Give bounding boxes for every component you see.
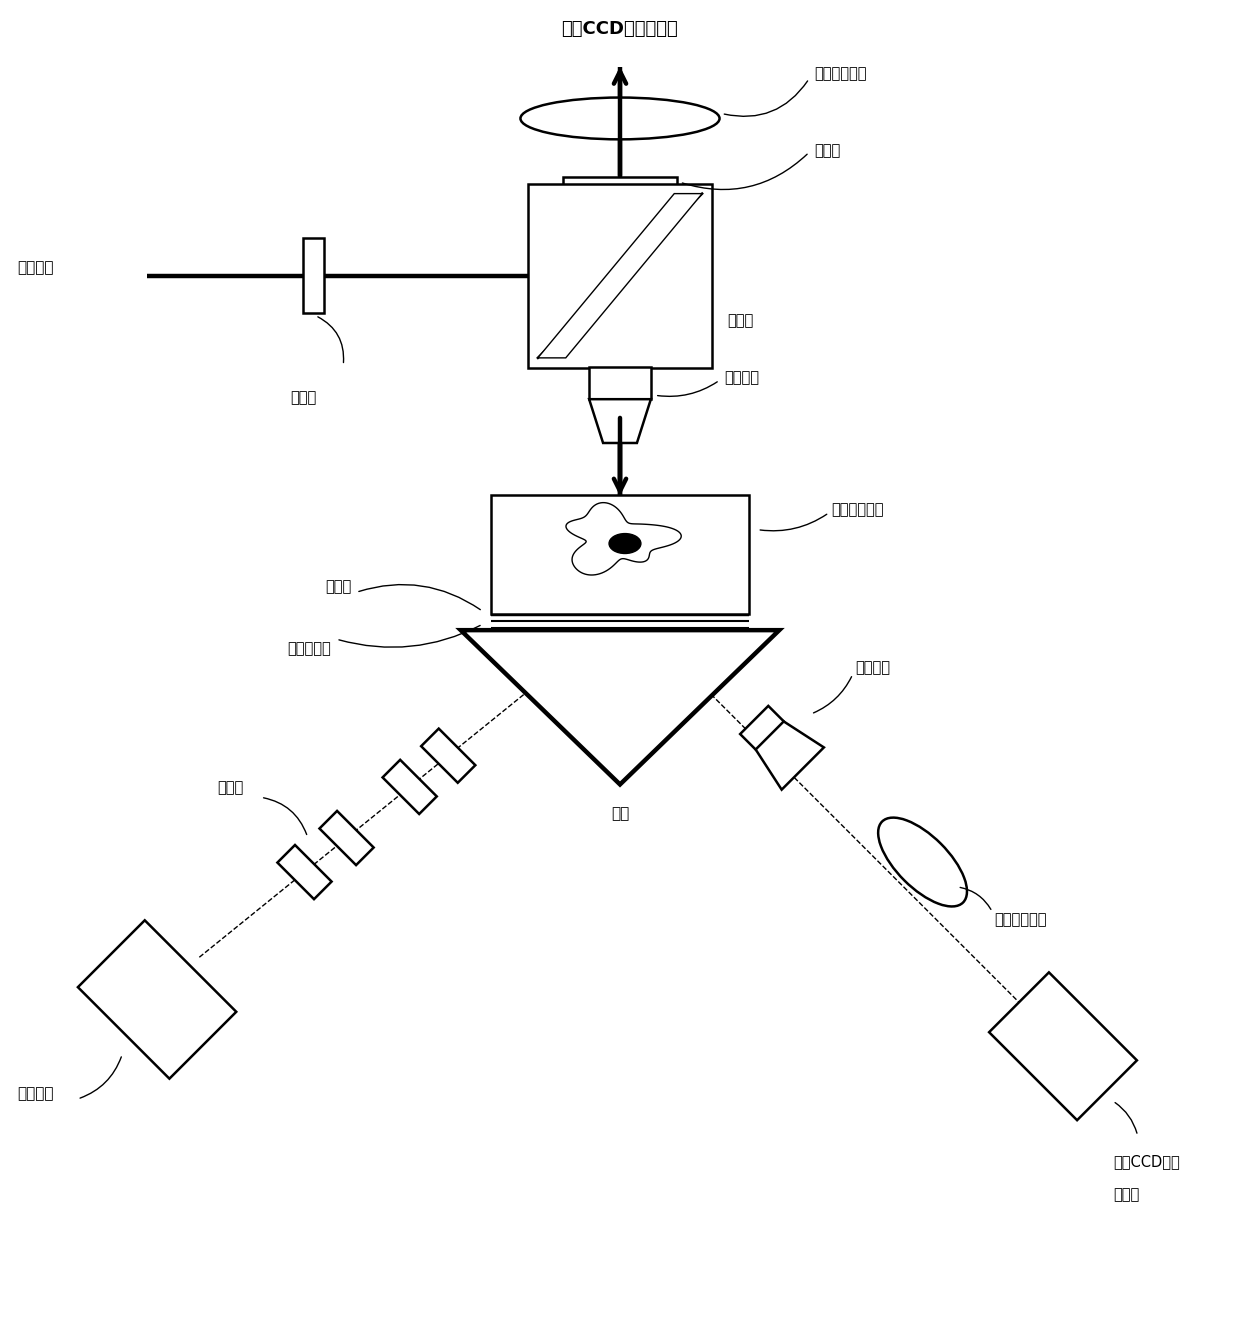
Polygon shape: [78, 920, 237, 1078]
Polygon shape: [383, 760, 436, 814]
Polygon shape: [589, 399, 651, 443]
Text: 分光镜: 分光镜: [727, 313, 753, 328]
Text: 棱镜: 棱镜: [611, 806, 629, 821]
Text: 第二CCD图像传感器: 第二CCD图像传感器: [562, 20, 678, 38]
Ellipse shape: [609, 533, 641, 553]
Text: 偏振片: 偏振片: [218, 780, 244, 794]
Polygon shape: [740, 705, 784, 749]
Polygon shape: [565, 503, 681, 575]
Text: 传感器: 传感器: [1112, 1188, 1140, 1203]
Polygon shape: [990, 972, 1137, 1120]
Polygon shape: [538, 194, 702, 358]
Polygon shape: [320, 812, 373, 865]
Ellipse shape: [521, 98, 719, 139]
Polygon shape: [589, 367, 651, 399]
Polygon shape: [491, 495, 749, 614]
Text: 滤光片: 滤光片: [815, 143, 841, 158]
Polygon shape: [278, 845, 331, 899]
Polygon shape: [461, 630, 779, 785]
Polygon shape: [303, 239, 324, 313]
Text: 第一光源: 第一光源: [17, 1086, 55, 1102]
Text: 滤光片: 滤光片: [290, 390, 316, 406]
Text: 缓冲介质层: 缓冲介质层: [288, 642, 331, 656]
Text: 第二光源: 第二光源: [17, 260, 55, 276]
Polygon shape: [750, 716, 823, 790]
Text: 第一物镜: 第一物镜: [854, 660, 890, 675]
Text: 微流控测试池: 微流控测试池: [831, 503, 884, 517]
Text: 第一成像透镜: 第一成像透镜: [994, 912, 1047, 927]
Text: 第二成像透镜: 第二成像透镜: [815, 66, 867, 81]
Text: 第二物镜: 第二物镜: [724, 370, 760, 385]
Text: 第一CCD图像: 第一CCD图像: [1112, 1154, 1179, 1168]
Polygon shape: [528, 184, 712, 367]
Polygon shape: [422, 728, 475, 782]
Ellipse shape: [878, 818, 967, 907]
Text: 金属层: 金属层: [325, 579, 351, 594]
Polygon shape: [563, 178, 677, 203]
